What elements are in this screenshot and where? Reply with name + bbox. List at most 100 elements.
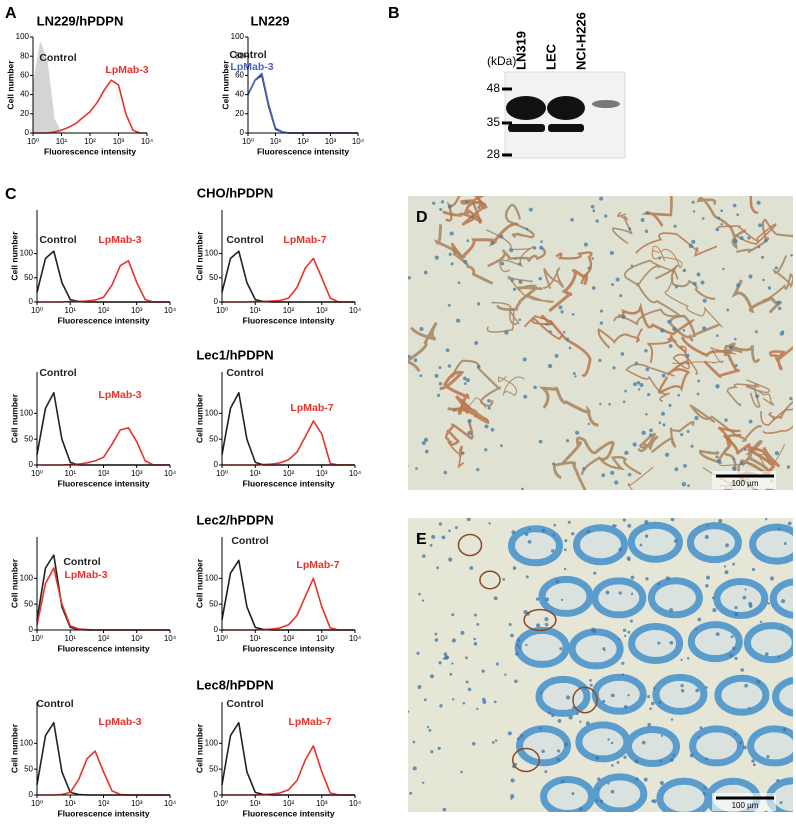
nucleus xyxy=(623,400,626,403)
nucleus xyxy=(627,694,629,696)
nucleus xyxy=(699,726,702,729)
y-tick-label: 0 xyxy=(25,128,30,137)
x-tick-label: 10⁰ xyxy=(31,469,43,478)
y-tick-label: 100 xyxy=(205,573,219,582)
x-tick-label: 10³ xyxy=(131,469,143,478)
x-tick-label: 10² xyxy=(283,799,295,808)
nucleus xyxy=(731,635,734,638)
nucleus xyxy=(781,627,783,629)
nucleus xyxy=(630,620,633,623)
nucleus xyxy=(544,770,547,773)
nucleus xyxy=(510,634,514,638)
nucleus xyxy=(716,455,719,458)
nucleus xyxy=(476,468,479,471)
nucleus xyxy=(751,759,755,763)
nucleus xyxy=(748,602,752,606)
nucleus xyxy=(778,307,782,311)
nucleus xyxy=(732,647,735,650)
nucleus xyxy=(724,418,727,421)
nucleus xyxy=(608,403,611,406)
lane-label: LN319 xyxy=(513,31,528,70)
nucleus xyxy=(599,197,603,201)
nucleus xyxy=(574,375,576,377)
nucleus xyxy=(551,714,554,717)
y-tick-label: 100 xyxy=(20,738,34,747)
nucleus xyxy=(418,593,421,596)
y-tick-label: 80 xyxy=(20,51,29,60)
nucleus xyxy=(572,313,575,316)
nucleus xyxy=(444,652,448,656)
nucleus xyxy=(419,327,423,331)
nucleus xyxy=(510,794,514,798)
nucleus xyxy=(618,548,622,552)
nucleus xyxy=(476,708,478,710)
nucleus xyxy=(448,557,452,561)
nucleus xyxy=(704,787,706,789)
crypt xyxy=(691,625,739,659)
nucleus xyxy=(627,524,631,528)
nucleus xyxy=(634,759,638,763)
crypt xyxy=(751,729,796,763)
x-tick-label: 10¹ xyxy=(56,137,68,146)
nucleus xyxy=(694,416,698,420)
nucleus xyxy=(561,599,563,601)
nucleus xyxy=(755,394,759,398)
nucleus xyxy=(649,429,653,433)
panel-letter: B xyxy=(388,5,400,22)
nucleus xyxy=(619,591,622,594)
nucleus xyxy=(548,364,552,368)
nucleus xyxy=(687,484,690,487)
x-tick-label: 10⁴ xyxy=(164,469,177,478)
nucleus xyxy=(658,257,661,260)
legend-label: LpMab-3 xyxy=(98,234,141,246)
x-tick-label: 10³ xyxy=(113,137,125,146)
nucleus xyxy=(494,701,497,704)
nucleus xyxy=(573,372,576,375)
x-axis-label: Fluorescence intensity xyxy=(44,146,136,156)
y-tick-label: 100 xyxy=(205,408,219,417)
y-tick-label: 40 xyxy=(20,90,29,99)
nucleus xyxy=(697,618,701,622)
nucleus xyxy=(683,329,686,332)
nucleus xyxy=(450,231,454,235)
panel-letter: E xyxy=(416,531,427,548)
nucleus xyxy=(669,344,673,348)
nucleus xyxy=(584,242,588,246)
nucleus xyxy=(560,310,563,313)
legend-label: LpMab-3 xyxy=(64,569,107,581)
nucleus xyxy=(492,741,495,744)
legend-label: LpMab-3 xyxy=(105,64,148,76)
x-tick-label: 10⁴ xyxy=(349,799,362,808)
y-tick-label: 0 xyxy=(214,625,219,634)
nucleus xyxy=(474,642,478,646)
y-tick-label: 100 xyxy=(20,573,34,582)
nucleus xyxy=(511,278,514,281)
nucleus xyxy=(614,480,618,484)
nucleus xyxy=(488,407,491,410)
nucleus xyxy=(733,239,737,243)
y-tick-label: 50 xyxy=(209,434,218,443)
crypt xyxy=(690,526,738,560)
nucleus xyxy=(635,362,638,365)
nucleus xyxy=(645,413,648,416)
x-tick-label: 10⁰ xyxy=(31,634,43,643)
x-tick-label: 10⁴ xyxy=(352,137,365,146)
nucleus xyxy=(523,357,527,361)
nucleus xyxy=(587,530,591,534)
nucleus xyxy=(600,310,603,313)
nucleus xyxy=(551,549,554,552)
nucleus xyxy=(671,718,673,720)
nucleus xyxy=(427,726,429,728)
nucleus xyxy=(661,412,665,416)
nucleus xyxy=(575,431,579,435)
nucleus xyxy=(592,209,595,212)
nucleus xyxy=(691,240,695,244)
nucleus xyxy=(434,374,438,378)
nucleus xyxy=(611,283,614,286)
nucleus xyxy=(518,280,522,284)
x-axis-label: Fluorescence intensity xyxy=(57,478,149,488)
nucleus xyxy=(460,631,464,635)
nucleus xyxy=(445,655,449,659)
nucleus xyxy=(627,631,630,634)
